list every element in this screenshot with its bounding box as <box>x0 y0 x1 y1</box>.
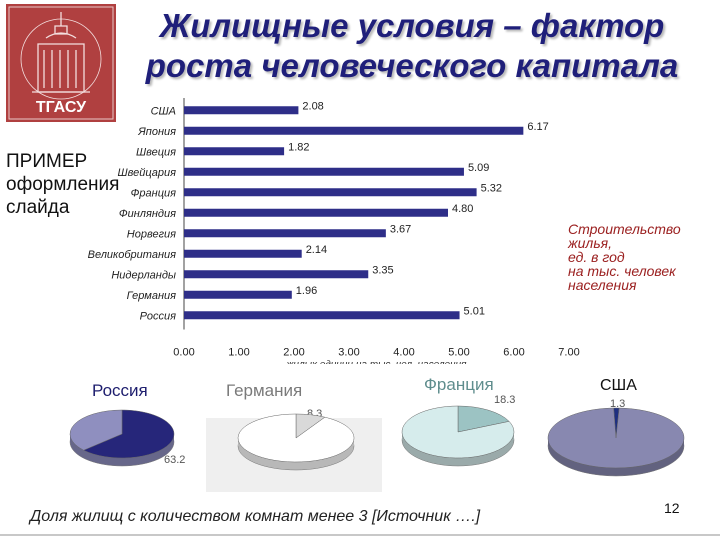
bar-4 <box>184 188 477 197</box>
value-label-7: 2.14 <box>306 244 327 256</box>
value-label-9: 1.96 <box>296 285 317 297</box>
bar-5 <box>184 208 448 217</box>
category-label-2: Швеция <box>136 146 176 158</box>
tgasu-logo: ТГАСУ <box>6 4 116 122</box>
value-label-8: 3.35 <box>372 264 393 276</box>
x-tick-label-2: 2.00 <box>283 347 304 359</box>
pie-slice-2-1 <box>237 413 355 463</box>
bar-3 <box>184 167 464 176</box>
bar-7 <box>184 249 302 258</box>
x-tick-label-0: 0.00 <box>173 347 194 359</box>
x-tick-label-6: 6.00 <box>503 347 524 359</box>
pie-label-france: 18.3 <box>494 394 516 406</box>
category-label-6: Норвегия <box>127 228 176 240</box>
category-label-3: Швейцария <box>117 167 176 179</box>
bar-0 <box>184 106 299 115</box>
pie-label-usa: 1.3 <box>610 398 626 410</box>
pie-title-usa: США <box>600 377 637 394</box>
category-label-8: Нидерланды <box>111 269 176 281</box>
value-label-4: 5.32 <box>481 182 502 194</box>
value-label-10: 5.01 <box>464 305 485 317</box>
bar-chart: США 2.08 Япония 6.17 Швеция 1.82 Швейцария 5.09… <box>0 96 720 371</box>
category-label-1: Япония <box>137 126 176 138</box>
value-label-0: 2.08 <box>302 100 323 112</box>
category-label-0: США <box>151 105 176 117</box>
bar-chart-svg: США 2.08 Япония 6.17 Швеция 1.82 Швейцария 5.09… <box>88 98 580 371</box>
logo-text: ТГАСУ <box>36 99 87 116</box>
bar-8 <box>184 270 369 279</box>
pie-charts-svg <box>69 405 685 477</box>
bar-6 <box>184 229 386 238</box>
value-label-1: 6.17 <box>527 121 548 133</box>
pie-title-germany: Германия <box>226 381 303 400</box>
value-label-3: 5.09 <box>468 162 489 174</box>
bar-2 <box>184 147 285 156</box>
category-label-10: Россия <box>140 310 176 322</box>
page-number: 12 <box>664 500 680 516</box>
x-tick-label-3: 3.00 <box>338 347 359 359</box>
x-axis-title: жилых единиц на тыс. чел. населения <box>286 360 468 365</box>
pie-slice-1-1 <box>69 409 123 451</box>
bottom-divider <box>0 534 720 536</box>
pie-slice-4-1 <box>547 407 685 469</box>
bar-9 <box>184 290 292 299</box>
side-note: Строительство жилья, ед. в год на тыс. ч… <box>568 221 681 293</box>
bar-1 <box>184 126 524 135</box>
value-label-6: 3.67 <box>390 223 411 235</box>
category-label-4: Франция <box>131 187 176 199</box>
value-label-5: 4.80 <box>452 203 473 215</box>
x-tick-label-7: 7.00 <box>558 347 579 359</box>
pie-title-russia: Россия <box>92 381 148 400</box>
category-label-9: Германия <box>127 290 176 302</box>
pie-slice-3-0 <box>457 405 510 433</box>
example-text: ПРИМЕР оформления слайда <box>6 151 120 218</box>
footer-text: Доля жилищ с количеством комнат менее 3 … <box>30 508 481 525</box>
pie-slice-1-0 <box>83 409 175 459</box>
value-label-2: 1.82 <box>288 141 309 153</box>
x-tick-label-4: 4.00 <box>393 347 414 359</box>
x-tick-label-1: 1.00 <box>228 347 249 359</box>
slide-title: Жилищные условия – фактор роста человече… <box>145 7 679 84</box>
pie-label-russia: 63.2 <box>164 454 186 466</box>
pie-title-france: Франция <box>424 375 494 394</box>
bar-10 <box>184 311 460 320</box>
x-tick-label-5: 5.00 <box>448 347 469 359</box>
pie-slice-3-1 <box>401 405 515 459</box>
category-label-7: Великобритания <box>88 249 176 261</box>
category-label-5: Финляндия <box>119 208 176 220</box>
